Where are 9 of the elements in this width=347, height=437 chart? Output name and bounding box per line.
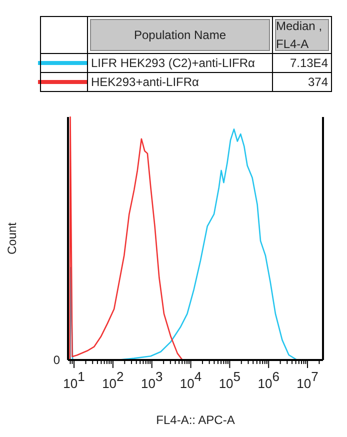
y-axis-title: Count xyxy=(5,222,19,255)
legend-label: HEK293+anti-LIFRα xyxy=(88,72,272,92)
text: Median , FL4-A xyxy=(272,16,332,54)
x-axis-title: FL4-A:: APC-A xyxy=(156,413,235,427)
text: Population Name xyxy=(88,16,272,54)
text: 374 xyxy=(272,72,332,92)
text: 7.13E4 xyxy=(272,54,332,72)
legend-label: LIFR HEK293 (C2)+anti-LIFRα xyxy=(88,54,272,72)
text: 0 xyxy=(53,353,60,367)
